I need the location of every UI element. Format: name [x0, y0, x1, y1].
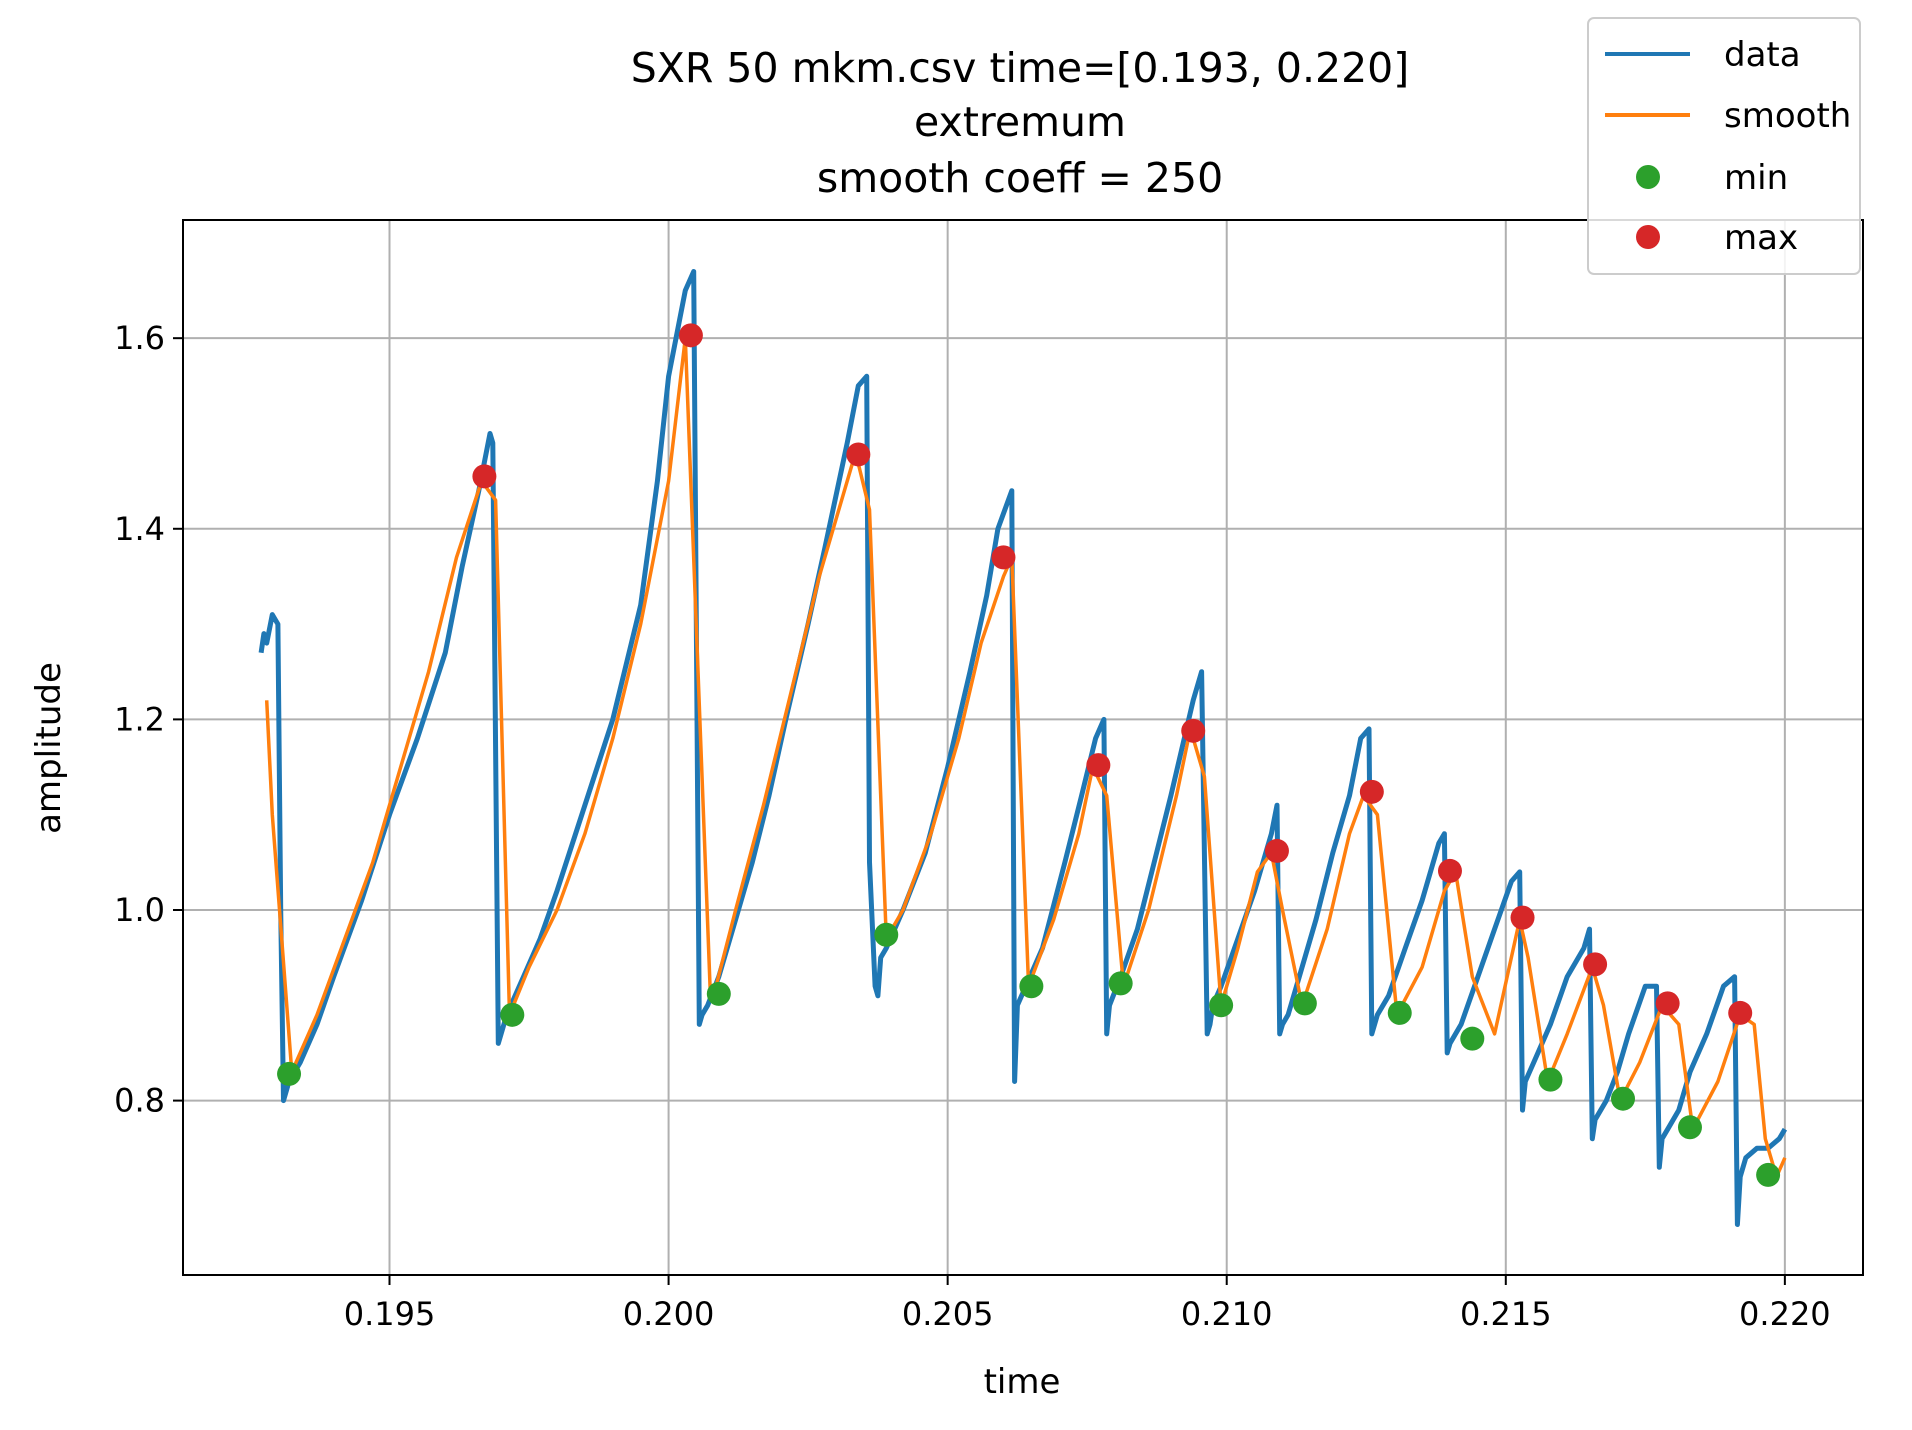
- x-tick-label: 0.210: [1181, 1295, 1273, 1333]
- min-marker: [277, 1061, 302, 1086]
- max-marker: [991, 545, 1016, 570]
- y-tick-label: 0.8: [114, 1082, 165, 1120]
- min-marker: [500, 1002, 525, 1027]
- x-axis-label: time: [984, 1362, 1061, 1402]
- max-marker: [1264, 838, 1289, 863]
- grid-lines: [183, 220, 1863, 1275]
- x-tick-label: 0.200: [623, 1295, 715, 1333]
- series-line-smooth: [264, 336, 1787, 1179]
- y-axis-label: amplitude: [29, 662, 69, 834]
- min-marker: [1538, 1067, 1563, 1092]
- legend-label-smooth: smooth: [1724, 96, 1851, 136]
- x-tick-label: 0.195: [344, 1295, 436, 1333]
- max-marker: [1086, 753, 1111, 778]
- x-axis: 0.195 0.200 0.205 0.210 0.215 0.220: [344, 1275, 1831, 1333]
- y-tick-label: 1.2: [114, 700, 165, 738]
- max-marker: [678, 323, 703, 348]
- max-marker: [1655, 991, 1680, 1016]
- min-marker: [1209, 993, 1234, 1018]
- legend-marker-max: [1636, 225, 1660, 249]
- legend-label-min: min: [1724, 158, 1788, 198]
- max-marker: [1181, 718, 1206, 743]
- title-line-3: smooth coeff = 250: [817, 154, 1223, 202]
- legend-label-max: max: [1724, 218, 1798, 258]
- legend-label-data: data: [1724, 35, 1801, 75]
- min-marker: [1611, 1086, 1635, 1111]
- title-line-2: extremum: [914, 98, 1126, 146]
- y-tick-label: 1.0: [114, 891, 165, 929]
- x-tick-label: 0.215: [1460, 1295, 1552, 1333]
- min-marker: [1292, 991, 1317, 1016]
- max-marker: [1728, 1000, 1753, 1025]
- chart-title: SXR 50 mkm.csv time=[0.193, 0.220] extre…: [631, 44, 1409, 202]
- y-tick-label: 1.4: [114, 510, 165, 548]
- plot-area: [258, 269, 1788, 1227]
- min-marker: [1677, 1115, 1702, 1140]
- max-marker: [846, 442, 871, 467]
- x-tick-label: 0.220: [1739, 1295, 1831, 1333]
- y-tick-label: 1.6: [114, 319, 165, 357]
- plot-frame: [182, 219, 1864, 1276]
- max-marker: [472, 464, 497, 489]
- y-axis: 0.8 1.0 1.2 1.4 1.6: [114, 319, 183, 1120]
- min-marker: [1108, 971, 1133, 996]
- max-marker: [1437, 858, 1462, 883]
- min-marker: [874, 922, 899, 947]
- min-marker: [1460, 1026, 1485, 1051]
- min-marker: [1019, 974, 1044, 999]
- title-line-1: SXR 50 mkm.csv time=[0.193, 0.220]: [631, 44, 1409, 92]
- min-marker: [1756, 1162, 1781, 1187]
- max-marker: [1510, 905, 1535, 930]
- min-marker: [1387, 1000, 1412, 1025]
- x-tick-label: 0.205: [902, 1295, 994, 1333]
- min-marker: [706, 981, 731, 1006]
- max-marker: [1359, 779, 1384, 804]
- legend: data smooth min max: [1587, 17, 1861, 275]
- legend-box: [1587, 17, 1861, 275]
- legend-marker-min: [1636, 165, 1660, 189]
- max-marker: [1583, 952, 1608, 977]
